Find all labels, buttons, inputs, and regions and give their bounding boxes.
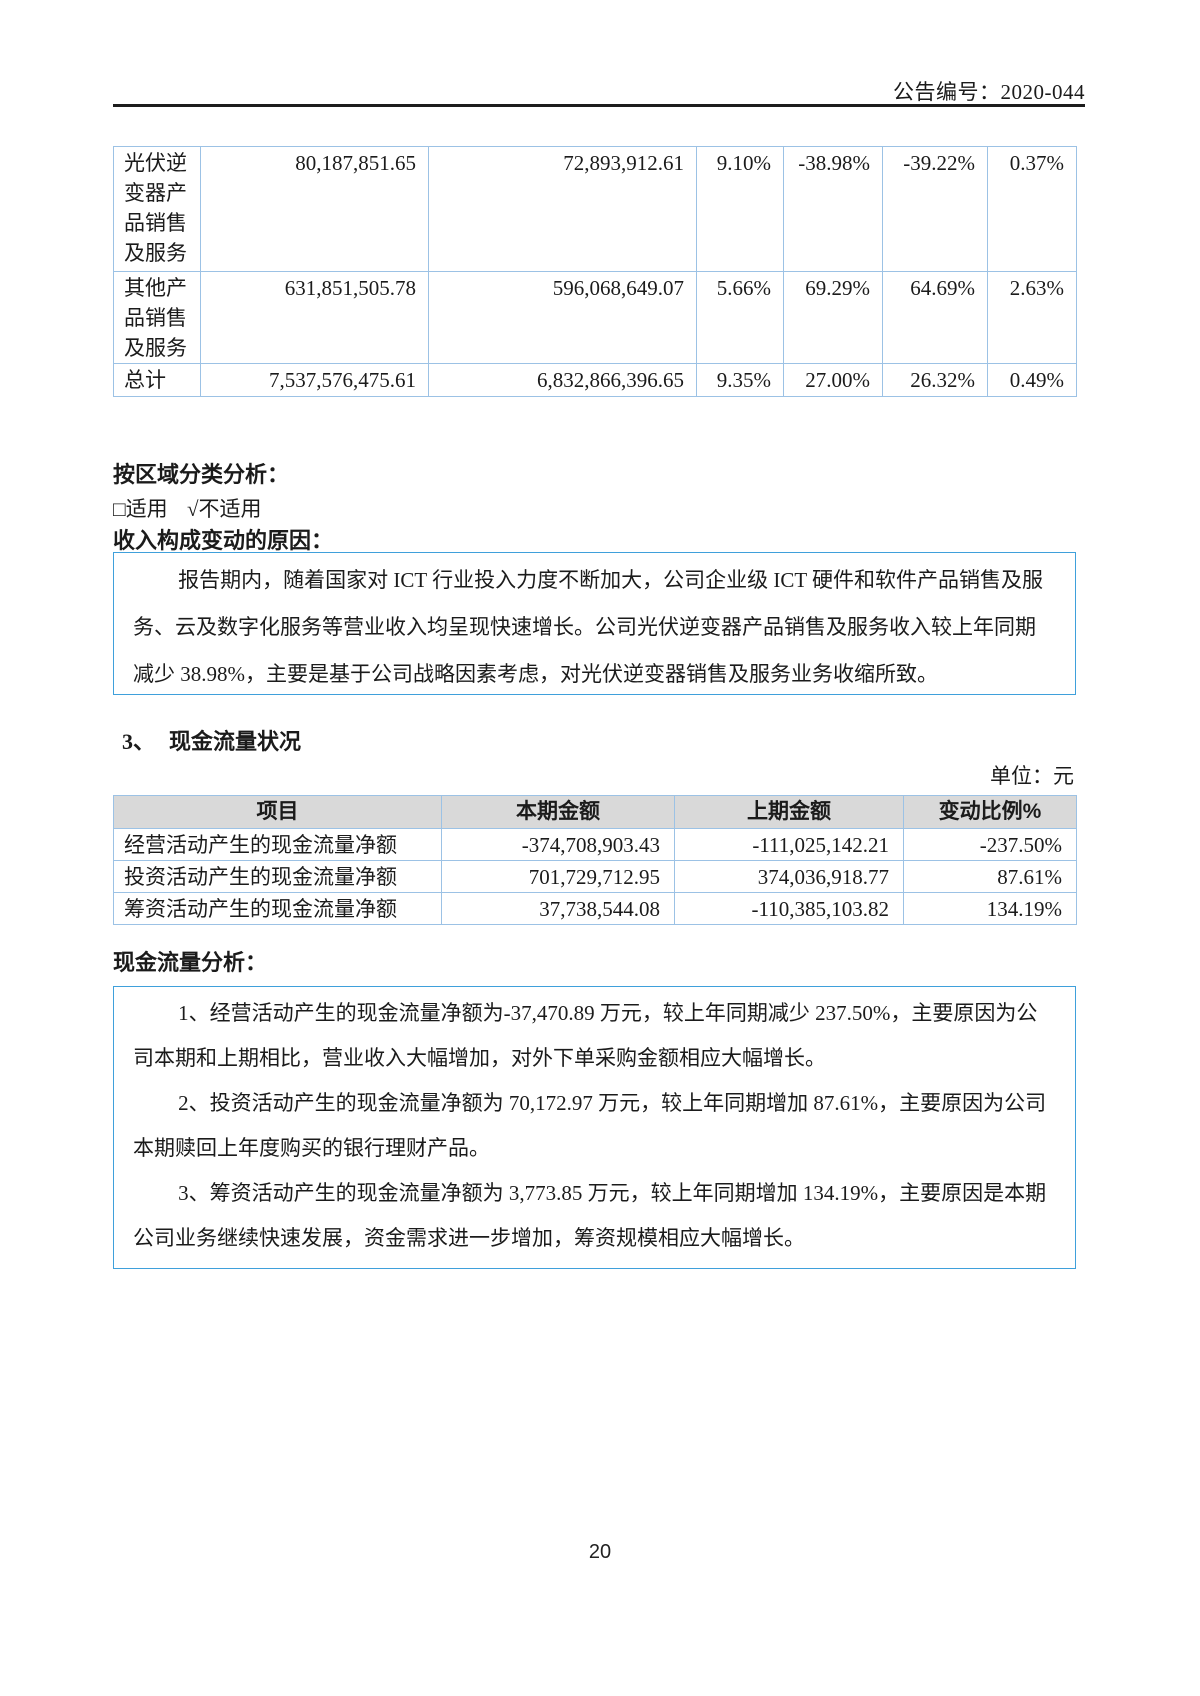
analysis-paragraph: 1、经营活动产生的现金流量净额为-37,470.89 万元，较上年同期减少 23… — [133, 1001, 1038, 1070]
row-label-cell: 光伏逆变器产品销售及服务 — [113, 146, 201, 272]
applicable-label: 适用 — [125, 497, 168, 521]
checkbox-unchecked-icon: □ — [113, 497, 126, 521]
pct-cell: 64.69% — [882, 271, 988, 364]
current-amount-cell: 631,851,505.78 — [200, 271, 429, 364]
analysis-paragraph: 2、投资活动产生的现金流量净额为 70,172.97 万元，较上年同期增加 87… — [133, 1091, 1047, 1160]
reason-paragraph: 报告期内，随着国家对 ICT 行业投入力度不断加大，公司企业级 ICT 硬件和软… — [133, 568, 1044, 686]
prior-amount-cell: 596,068,649.07 — [428, 271, 697, 364]
col-header-change: 变动比例% — [903, 795, 1077, 829]
pct-cell: -39.22% — [882, 146, 988, 272]
prior-amount-cell: 374,036,918.77 — [674, 860, 904, 893]
table-row: 经营活动产生的现金流量净额 -374,708,903.43 -111,025,1… — [113, 828, 1077, 861]
current-amount-cell: 80,187,851.65 — [200, 146, 429, 272]
prior-amount-cell: -110,385,103.82 — [674, 892, 904, 925]
current-amount-cell: 7,537,576,475.61 — [200, 363, 429, 397]
header-rule — [113, 104, 1085, 107]
cashflow-section-heading: 3、 现金流量状况 — [122, 729, 301, 755]
row-label-cell: 总计 — [113, 363, 201, 397]
revenue-breakdown-table: 光伏逆变器产品销售及服务 80,187,851.65 72,893,912.61… — [113, 146, 1077, 397]
table-row: 其他产品销售及服务 631,851,505.78 596,068,649.07 … — [113, 271, 1077, 364]
current-amount-cell: -374,708,903.43 — [441, 828, 675, 861]
section-title: 现金流量状况 — [169, 729, 302, 754]
cashflow-analysis-box: 1、经营活动产生的现金流量净额为-37,470.89 万元，较上年同期减少 23… — [113, 986, 1076, 1269]
pct-cell: 5.66% — [696, 271, 784, 364]
analysis-paragraph: 3、筹资活动产生的现金流量净额为 3,773.85 万元，较上年同期增加 134… — [133, 1181, 1047, 1250]
total-row: 总计 7,537,576,475.61 6,832,866,396.65 9.3… — [113, 363, 1077, 397]
page-number: 20 — [588, 1541, 612, 1563]
pct-cell: 2.63% — [987, 271, 1077, 364]
col-header-prior: 上期金额 — [674, 795, 904, 829]
revenue-change-reason-box: 报告期内，随着国家对 ICT 行业投入力度不断加大，公司企业级 ICT 硬件和软… — [113, 552, 1076, 695]
unit-label: 单位：元 — [990, 764, 1074, 788]
prior-amount-cell: 6,832,866,396.65 — [428, 363, 697, 397]
checkmark-icon: √ — [186, 497, 199, 521]
table-row: 筹资活动产生的现金流量净额 37,738,544.08 -110,385,103… — [113, 892, 1077, 925]
cashflow-header-row: 项目 本期金额 上期金额 变动比例% — [113, 795, 1077, 829]
pct-cell: 0.37% — [987, 146, 1077, 272]
row-label-cell: 经营活动产生的现金流量净额 — [113, 828, 442, 861]
row-label-cell: 筹资活动产生的现金流量净额 — [113, 892, 442, 925]
current-amount-cell: 37,738,544.08 — [441, 892, 675, 925]
cashflow-table: 项目 本期金额 上期金额 变动比例% 经营活动产生的现金流量净额 -374,70… — [113, 795, 1077, 925]
col-header-current: 本期金额 — [441, 795, 675, 829]
pct-cell: 9.35% — [696, 363, 784, 397]
pct-cell: 26.32% — [882, 363, 988, 397]
doc-number: 公告编号：2020-044 — [893, 80, 1085, 104]
section-number: 3、 — [122, 729, 156, 754]
pct-cell: 27.00% — [783, 363, 883, 397]
table-row: 光伏逆变器产品销售及服务 80,187,851.65 72,893,912.61… — [113, 146, 1077, 272]
pct-cell: 69.29% — [783, 271, 883, 364]
pct-cell: 0.49% — [987, 363, 1077, 397]
pct-cell: 9.10% — [696, 146, 784, 272]
applicability-line: □适用 √不适用 — [113, 496, 261, 522]
col-header-item: 项目 — [113, 795, 442, 829]
pct-cell: -38.98% — [783, 146, 883, 272]
row-label-cell: 投资活动产生的现金流量净额 — [113, 860, 442, 893]
change-pct-cell: 134.19% — [903, 892, 1077, 925]
revenue-change-reason-heading: 收入构成变动的原因： — [113, 528, 334, 553]
cashflow-analysis-heading: 现金流量分析： — [113, 950, 268, 975]
region-analysis-heading: 按区域分类分析： — [113, 462, 290, 487]
not-applicable-label: 不适用 — [198, 497, 262, 521]
prior-amount-cell: 72,893,912.61 — [428, 146, 697, 272]
row-label-cell: 其他产品销售及服务 — [113, 271, 201, 364]
current-amount-cell: 701,729,712.95 — [441, 860, 675, 893]
change-pct-cell: -237.50% — [903, 828, 1077, 861]
table-row: 投资活动产生的现金流量净额 701,729,712.95 374,036,918… — [113, 860, 1077, 893]
prior-amount-cell: -111,025,142.21 — [674, 828, 904, 861]
change-pct-cell: 87.61% — [903, 860, 1077, 893]
